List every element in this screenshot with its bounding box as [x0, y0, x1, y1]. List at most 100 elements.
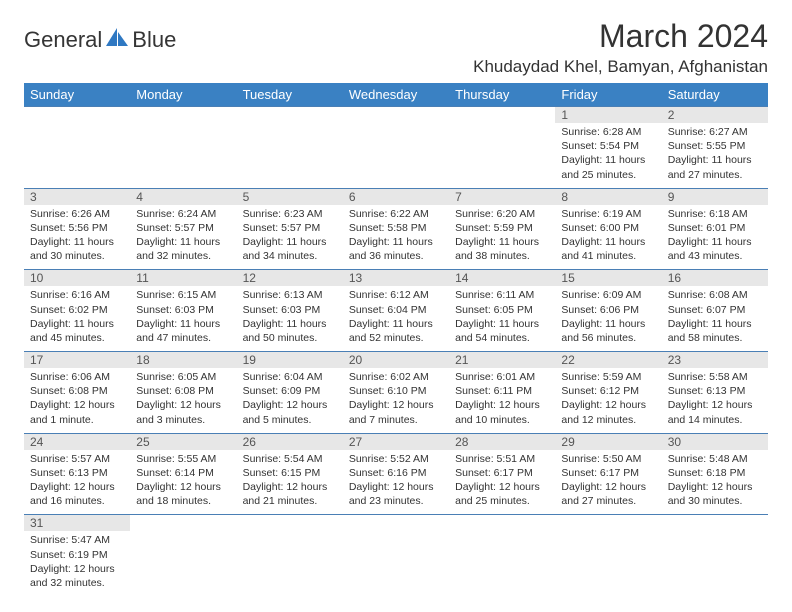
day-number: 5 — [237, 188, 343, 205]
day-content-row: Sunrise: 6:16 AMSunset: 6:02 PMDaylight:… — [24, 286, 768, 351]
weekday-header: Saturday — [662, 83, 768, 107]
day-cell: Sunrise: 5:54 AMSunset: 6:15 PMDaylight:… — [237, 450, 343, 515]
day-number: 29 — [555, 433, 661, 450]
sunrise-line: Sunrise: 6:22 AM — [349, 207, 443, 221]
sunrise-line: Sunrise: 6:13 AM — [243, 288, 337, 302]
day-cell: Sunrise: 6:16 AMSunset: 6:02 PMDaylight:… — [24, 286, 130, 351]
sunrise-line: Sunrise: 6:23 AM — [243, 207, 337, 221]
day-number: 24 — [24, 433, 130, 450]
sunset-line: Sunset: 6:17 PM — [455, 466, 549, 480]
sunrise-line: Sunrise: 5:48 AM — [668, 452, 762, 466]
day-cell: Sunrise: 6:02 AMSunset: 6:10 PMDaylight:… — [343, 368, 449, 433]
day-number: 21 — [449, 352, 555, 369]
day-cell: Sunrise: 6:27 AMSunset: 5:55 PMDaylight:… — [662, 123, 768, 188]
sunrise-line: Sunrise: 6:18 AM — [668, 207, 762, 221]
sunset-line: Sunset: 5:56 PM — [30, 221, 124, 235]
logo-text-right: Blue — [132, 27, 176, 53]
daylight-line: Daylight: 11 hours and 47 minutes. — [136, 317, 230, 345]
day-number — [662, 515, 768, 532]
daylight-line: Daylight: 11 hours and 54 minutes. — [455, 317, 549, 345]
daylight-line: Daylight: 11 hours and 52 minutes. — [349, 317, 443, 345]
daylight-line: Daylight: 12 hours and 21 minutes. — [243, 480, 337, 508]
weekday-header-row: Sunday Monday Tuesday Wednesday Thursday… — [24, 83, 768, 107]
sunset-line: Sunset: 5:54 PM — [561, 139, 655, 153]
sunset-line: Sunset: 6:14 PM — [136, 466, 230, 480]
day-number-row: 24252627282930 — [24, 433, 768, 450]
sunset-line: Sunset: 6:03 PM — [136, 303, 230, 317]
sunrise-line: Sunrise: 6:24 AM — [136, 207, 230, 221]
day-cell — [237, 123, 343, 188]
daylight-line: Daylight: 12 hours and 25 minutes. — [455, 480, 549, 508]
daylight-line: Daylight: 11 hours and 41 minutes. — [561, 235, 655, 263]
weekday-header: Monday — [130, 83, 236, 107]
sunset-line: Sunset: 6:19 PM — [30, 548, 124, 562]
day-number: 6 — [343, 188, 449, 205]
calendar-table: Sunday Monday Tuesday Wednesday Thursday… — [24, 83, 768, 596]
day-number: 11 — [130, 270, 236, 287]
day-cell: Sunrise: 5:48 AMSunset: 6:18 PMDaylight:… — [662, 450, 768, 515]
day-cell: Sunrise: 6:12 AMSunset: 6:04 PMDaylight:… — [343, 286, 449, 351]
sunrise-line: Sunrise: 6:15 AM — [136, 288, 230, 302]
day-cell: Sunrise: 6:22 AMSunset: 5:58 PMDaylight:… — [343, 205, 449, 270]
day-cell: Sunrise: 5:55 AMSunset: 6:14 PMDaylight:… — [130, 450, 236, 515]
sunset-line: Sunset: 6:12 PM — [561, 384, 655, 398]
day-cell: Sunrise: 6:24 AMSunset: 5:57 PMDaylight:… — [130, 205, 236, 270]
day-cell — [449, 123, 555, 188]
day-number: 1 — [555, 107, 661, 124]
day-cell — [24, 123, 130, 188]
sunset-line: Sunset: 5:55 PM — [668, 139, 762, 153]
sunset-line: Sunset: 5:58 PM — [349, 221, 443, 235]
weekday-header: Sunday — [24, 83, 130, 107]
sunrise-line: Sunrise: 6:16 AM — [30, 288, 124, 302]
day-cell: Sunrise: 6:13 AMSunset: 6:03 PMDaylight:… — [237, 286, 343, 351]
day-number: 8 — [555, 188, 661, 205]
day-number-row: 3456789 — [24, 188, 768, 205]
daylight-line: Daylight: 11 hours and 43 minutes. — [668, 235, 762, 263]
day-number: 15 — [555, 270, 661, 287]
daylight-line: Daylight: 12 hours and 5 minutes. — [243, 398, 337, 426]
day-number — [449, 515, 555, 532]
day-cell: Sunrise: 6:15 AMSunset: 6:03 PMDaylight:… — [130, 286, 236, 351]
sunrise-line: Sunrise: 5:57 AM — [30, 452, 124, 466]
day-cell: Sunrise: 6:09 AMSunset: 6:06 PMDaylight:… — [555, 286, 661, 351]
daylight-line: Daylight: 11 hours and 50 minutes. — [243, 317, 337, 345]
day-content-row: Sunrise: 6:06 AMSunset: 6:08 PMDaylight:… — [24, 368, 768, 433]
day-cell: Sunrise: 6:18 AMSunset: 6:01 PMDaylight:… — [662, 205, 768, 270]
daylight-line: Daylight: 11 hours and 27 minutes. — [668, 153, 762, 181]
day-content-row: Sunrise: 5:57 AMSunset: 6:13 PMDaylight:… — [24, 450, 768, 515]
daylight-line: Daylight: 12 hours and 1 minute. — [30, 398, 124, 426]
daylight-line: Daylight: 12 hours and 14 minutes. — [668, 398, 762, 426]
day-number: 18 — [130, 352, 236, 369]
day-cell — [130, 123, 236, 188]
day-cell: Sunrise: 6:01 AMSunset: 6:11 PMDaylight:… — [449, 368, 555, 433]
sunrise-line: Sunrise: 6:12 AM — [349, 288, 443, 302]
day-number: 9 — [662, 188, 768, 205]
header: General Blue March 2024 Khudaydad Khel, … — [24, 18, 768, 77]
day-content-row: Sunrise: 6:28 AMSunset: 5:54 PMDaylight:… — [24, 123, 768, 188]
day-number: 19 — [237, 352, 343, 369]
day-cell: Sunrise: 5:58 AMSunset: 6:13 PMDaylight:… — [662, 368, 768, 433]
month-title: March 2024 — [473, 18, 768, 55]
daylight-line: Daylight: 12 hours and 16 minutes. — [30, 480, 124, 508]
day-cell: Sunrise: 6:26 AMSunset: 5:56 PMDaylight:… — [24, 205, 130, 270]
day-content-row: Sunrise: 6:26 AMSunset: 5:56 PMDaylight:… — [24, 205, 768, 270]
location: Khudaydad Khel, Bamyan, Afghanistan — [473, 57, 768, 77]
sunset-line: Sunset: 6:17 PM — [561, 466, 655, 480]
day-cell: Sunrise: 5:51 AMSunset: 6:17 PMDaylight:… — [449, 450, 555, 515]
daylight-line: Daylight: 12 hours and 27 minutes. — [561, 480, 655, 508]
day-number — [130, 515, 236, 532]
day-number: 30 — [662, 433, 768, 450]
day-number: 23 — [662, 352, 768, 369]
title-block: March 2024 Khudaydad Khel, Bamyan, Afgha… — [473, 18, 768, 77]
day-number: 10 — [24, 270, 130, 287]
day-cell: Sunrise: 6:23 AMSunset: 5:57 PMDaylight:… — [237, 205, 343, 270]
day-cell: Sunrise: 6:04 AMSunset: 6:09 PMDaylight:… — [237, 368, 343, 433]
day-cell: Sunrise: 5:52 AMSunset: 6:16 PMDaylight:… — [343, 450, 449, 515]
daylight-line: Daylight: 11 hours and 56 minutes. — [561, 317, 655, 345]
day-number: 27 — [343, 433, 449, 450]
day-cell — [343, 123, 449, 188]
sunrise-line: Sunrise: 6:19 AM — [561, 207, 655, 221]
day-number-row: 12 — [24, 107, 768, 124]
day-number: 14 — [449, 270, 555, 287]
sunset-line: Sunset: 6:13 PM — [30, 466, 124, 480]
